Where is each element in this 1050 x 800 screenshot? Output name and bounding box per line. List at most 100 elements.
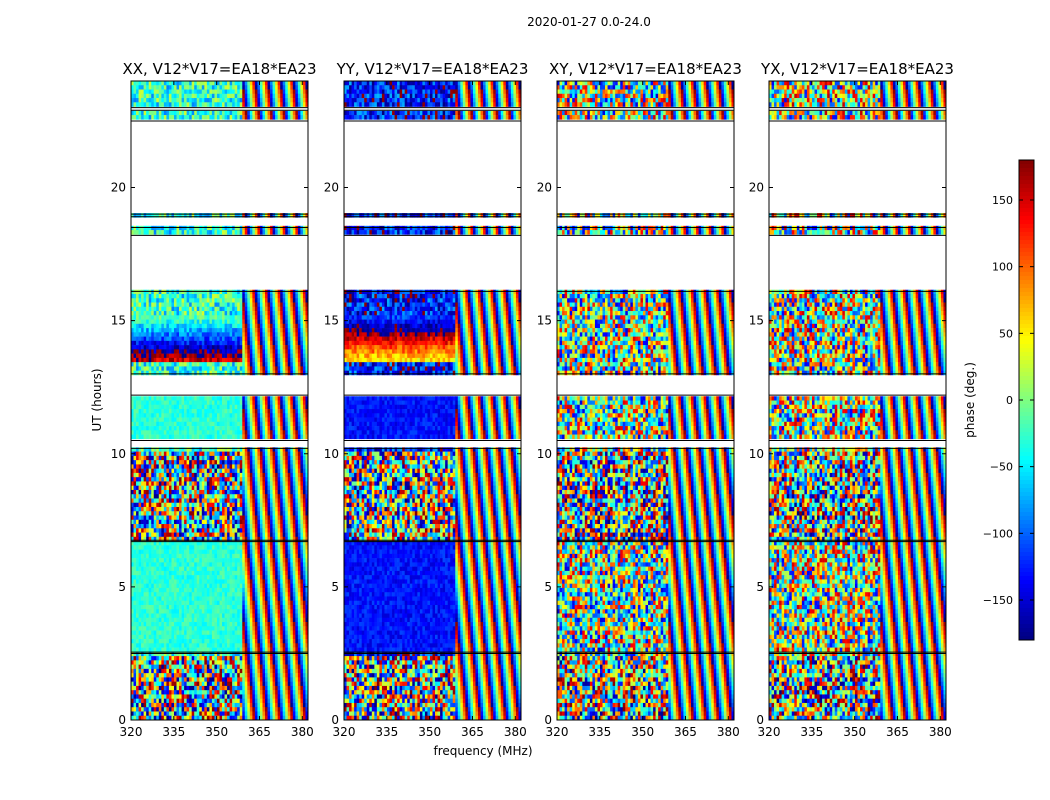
panel-title: XX, V12*V17=EA18*EA23 [122, 60, 316, 78]
x-tick-label: 380 [717, 725, 740, 739]
y-tick-label: 15 [749, 314, 764, 328]
colorbar-segment [1019, 188, 1034, 193]
colorbar-segment [1019, 508, 1034, 513]
colorbar-segment [1019, 176, 1034, 181]
colorbar-segment [1019, 432, 1034, 437]
colorbar-segment [1019, 308, 1034, 313]
colorbar-segment [1019, 364, 1034, 369]
colorbar-segment [1019, 332, 1034, 337]
colorbar-segment [1019, 196, 1034, 201]
x-tick-label: 320 [333, 725, 356, 739]
panel-title: YX, V12*V17=EA18*EA23 [760, 60, 954, 78]
colorbar-segment [1019, 336, 1034, 341]
x-tick-label: 350 [205, 725, 228, 739]
colorbar-segment [1019, 252, 1034, 257]
x-tick-label: 335 [162, 725, 185, 739]
colorbar-segment [1019, 608, 1034, 613]
colorbar-segment [1019, 240, 1034, 245]
x-tick-label: 350 [843, 725, 866, 739]
phase-heatmap [557, 81, 734, 720]
x-tick-label: 365 [248, 725, 271, 739]
colorbar-segment [1019, 376, 1034, 381]
x-tick-label: 365 [674, 725, 697, 739]
x-tick-label: 320 [758, 725, 781, 739]
colorbar-segment [1019, 428, 1034, 433]
colorbar-segment [1019, 244, 1034, 249]
colorbar-segment [1019, 384, 1034, 389]
y-tick-label: 15 [111, 314, 126, 328]
colorbar-segment [1019, 380, 1034, 385]
colorbar-segment [1019, 220, 1034, 225]
colorbar-segment [1019, 636, 1034, 641]
colorbar-tick-label: −150 [983, 594, 1013, 607]
colorbar-segment [1019, 296, 1034, 301]
colorbar-segment [1019, 400, 1034, 405]
colorbar-segment [1019, 340, 1034, 345]
colorbar-segment [1019, 320, 1034, 325]
y-tick-label: 20 [537, 181, 552, 195]
colorbar-segment [1019, 564, 1034, 569]
colorbar-segment [1019, 284, 1034, 289]
colorbar-segment [1019, 488, 1034, 493]
colorbar-tick-label: 0 [1006, 394, 1013, 407]
colorbar-segment [1019, 204, 1034, 209]
y-tick-label: 10 [324, 447, 339, 461]
colorbar-segment [1019, 228, 1034, 233]
colorbar-segment [1019, 300, 1034, 305]
panel-yy: YY, V12*V17=EA18*EA23 320 335 350 365 380 0 5 10… [324, 60, 529, 739]
colorbar-segment [1019, 584, 1034, 589]
y-tick-label: 10 [537, 447, 552, 461]
colorbar-tick-label: −100 [983, 527, 1013, 540]
y-tick-label: 20 [111, 181, 126, 195]
colorbar-segment [1019, 344, 1034, 349]
panel-yx: YX, V12*V17=EA18*EA23 320 335 350 365 380 0 5 10… [749, 60, 954, 739]
colorbar-segment [1019, 324, 1034, 329]
colorbar-segment [1019, 556, 1034, 561]
colorbar-segment [1019, 268, 1034, 273]
y-tick-label: 5 [544, 580, 552, 594]
colorbar-segment [1019, 192, 1034, 197]
colorbar-tick-label: 100 [992, 261, 1013, 274]
y-tick-label: 20 [749, 181, 764, 195]
phase-heatmap [344, 81, 521, 720]
colorbar-segment [1019, 256, 1034, 261]
y-tick-label: 20 [324, 181, 339, 195]
colorbar-segment [1019, 536, 1034, 541]
x-tick-label: 320 [120, 725, 143, 739]
colorbar-segment [1019, 276, 1034, 281]
colorbar-segment [1019, 456, 1034, 461]
y-tick-label: 15 [324, 314, 339, 328]
colorbar-segment [1019, 572, 1034, 577]
colorbar: 150 100 50 0 −50 −100 −150 phase (deg.) [963, 159, 1035, 641]
figure-suptitle: 2020-01-27 0.0-24.0 [527, 15, 651, 29]
colorbar-segment [1019, 408, 1034, 413]
panel-title: YY, V12*V17=EA18*EA23 [336, 60, 529, 78]
colorbar-segment [1019, 392, 1034, 397]
colorbar-segment [1019, 512, 1034, 517]
colorbar-segment [1019, 588, 1034, 593]
colorbar-segment [1019, 184, 1034, 189]
colorbar-segment [1019, 420, 1034, 425]
y-tick-label: 5 [331, 580, 339, 594]
colorbar-segment [1019, 208, 1034, 213]
colorbar-segment [1019, 492, 1034, 497]
colorbar-segment [1019, 632, 1034, 637]
colorbar-segment [1019, 328, 1034, 333]
colorbar-segment [1019, 416, 1034, 421]
colorbar-segment [1019, 604, 1034, 609]
x-tick-label: 335 [588, 725, 611, 739]
x-tick-label: 365 [461, 725, 484, 739]
colorbar-segment [1019, 356, 1034, 361]
colorbar-segment [1019, 440, 1034, 445]
colorbar-segment [1019, 544, 1034, 549]
colorbar-tick-label: 150 [992, 194, 1013, 207]
colorbar-segment [1019, 216, 1034, 221]
colorbar-segment [1019, 168, 1034, 173]
colorbar-segment [1019, 280, 1034, 285]
axes-frame [556, 80, 735, 721]
colorbar-segment [1019, 468, 1034, 473]
colorbar-segment [1019, 548, 1034, 553]
colorbar-segment [1019, 528, 1034, 533]
colorbar-segment [1019, 164, 1034, 169]
